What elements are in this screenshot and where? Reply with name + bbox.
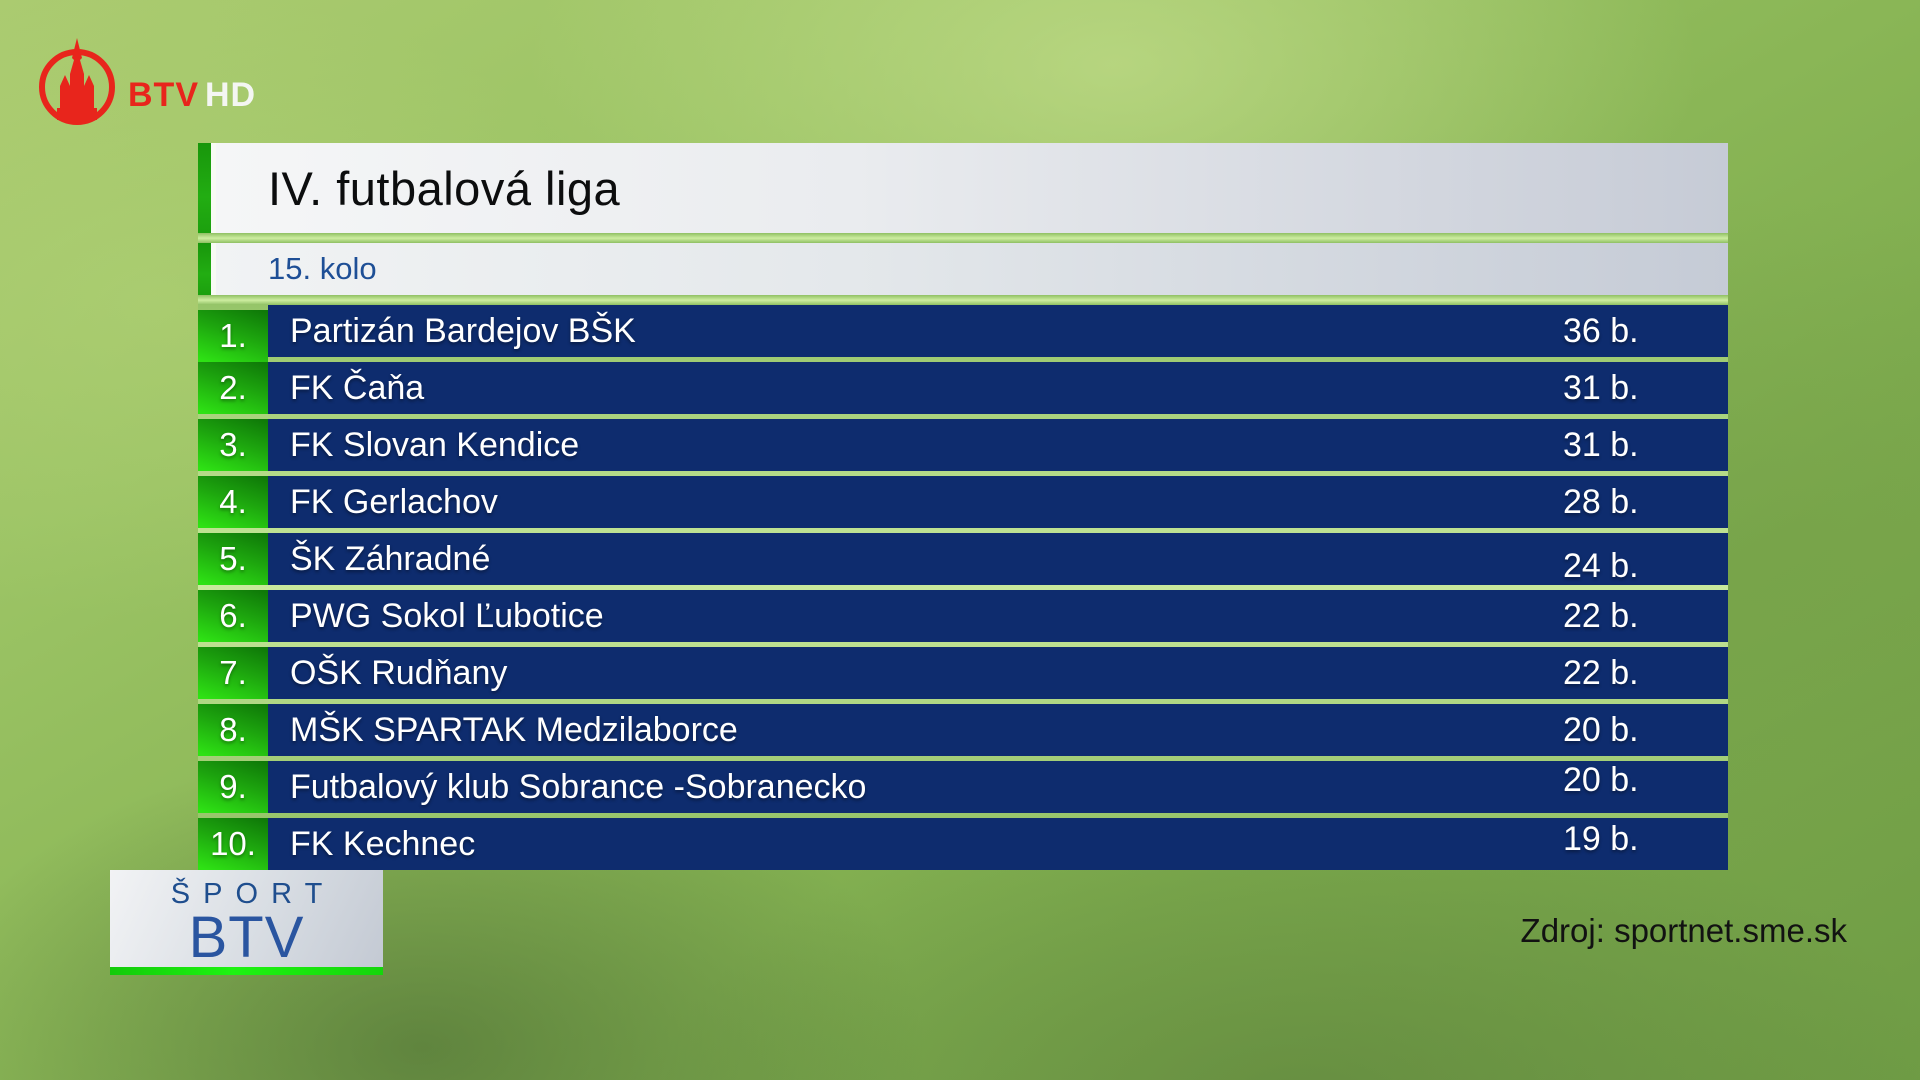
row-cells: MŠK SPARTAK Medzilaborce 20 b. xyxy=(268,704,1728,756)
points-value: 22 b. xyxy=(1563,653,1639,692)
points-value: 36 b. xyxy=(1563,311,1639,350)
points-value: 31 b. xyxy=(1563,368,1639,407)
channel-bug: BTV HD xyxy=(36,36,256,128)
team-name: PWG Sokol Ľubotice xyxy=(290,596,604,635)
row-cells: FK Gerlachov 28 b. xyxy=(268,476,1728,528)
separator-band xyxy=(198,295,1728,305)
rank-badge: 5. xyxy=(198,533,268,585)
standings-row: 6. PWG Sokol Ľubotice 22 b. xyxy=(198,590,1728,642)
standings-table: 1. Partizán Bardejov BŠK 36 b. 2. FK Čaň… xyxy=(198,305,1728,870)
row-cells: PWG Sokol Ľubotice 22 b. xyxy=(268,590,1728,642)
source-credit: Zdroj: sportnet.sme.sk xyxy=(1520,912,1847,949)
points-value: 19 b. xyxy=(1563,819,1639,858)
points-value: 20 b. xyxy=(1563,710,1639,749)
standings-panel: IV. futbalová liga 15. kolo 1. Partizán … xyxy=(198,143,1728,870)
standings-row: 5. ŠK Záhradné 24 b. xyxy=(198,533,1728,585)
points-value: 24 b. xyxy=(1563,546,1639,585)
rank-badge: 7. xyxy=(198,647,268,699)
rank-badge: 9. xyxy=(198,761,268,813)
rank-badge: 8. xyxy=(198,704,268,756)
bardejov-tower-icon xyxy=(39,38,115,125)
rank-badge: 10. xyxy=(198,818,268,870)
rank-badge: 3. xyxy=(198,419,268,471)
rank-badge: 4. xyxy=(198,476,268,528)
team-name: MŠK SPARTAK Medzilaborce xyxy=(290,710,738,749)
row-cells: FK Slovan Kendice 31 b. xyxy=(268,419,1728,471)
team-name: FK Slovan Kendice xyxy=(290,425,580,464)
standings-row: 2. FK Čaňa 31 b. xyxy=(198,362,1728,414)
row-cells: Futbalový klub Sobrance -Sobranecko 20 b… xyxy=(268,761,1728,813)
team-name: ŠK Záhradné xyxy=(290,539,491,578)
round-bar-body: 15. kolo xyxy=(216,243,1728,295)
title-bar: IV. futbalová liga xyxy=(198,143,1728,233)
standings-row: 7. OŠK Rudňany 22 b. xyxy=(198,647,1728,699)
channel-bug-text: BTV HD xyxy=(128,52,256,112)
title-accent-gap xyxy=(211,143,216,233)
green-strip xyxy=(110,967,383,975)
points-value: 22 b. xyxy=(1563,596,1639,635)
row-cells: FK Čaňa 31 b. xyxy=(268,362,1728,414)
rank-badge: 6. xyxy=(198,590,268,642)
standings-row: 4. FK Gerlachov 28 b. xyxy=(198,476,1728,528)
row-cells: FK Kechnec 19 b. xyxy=(268,818,1728,870)
sport-label: ŠPORT xyxy=(170,878,336,910)
row-cells: OŠK Rudňany 22 b. xyxy=(268,647,1728,699)
standings-row: 3. FK Slovan Kendice 31 b. xyxy=(198,419,1728,471)
title-accent-bar xyxy=(198,143,211,233)
team-name: Futbalový klub Sobrance -Sobranecko xyxy=(290,767,867,806)
sport-logo-channel: BTV xyxy=(188,905,305,970)
round-accent-bar xyxy=(198,243,211,295)
team-name: FK Kechnec xyxy=(290,824,476,863)
rank-badge: 2. xyxy=(198,362,268,414)
points-value: 31 b. xyxy=(1563,425,1639,464)
team-name: OŠK Rudňany xyxy=(290,653,508,692)
round-accent-gap xyxy=(211,243,216,295)
rank-badge: 1. xyxy=(198,310,268,362)
round-bar: 15. kolo xyxy=(198,243,1728,295)
row-cells: ŠK Záhradné 24 b. xyxy=(268,533,1728,585)
points-value: 20 b. xyxy=(1563,760,1639,799)
team-name: FK Čaňa xyxy=(290,368,425,407)
standings-row: 1. Partizán Bardejov BŠK 36 b. xyxy=(198,305,1728,362)
page-title: IV. futbalová liga xyxy=(268,161,621,215)
team-name: FK Gerlachov xyxy=(290,482,498,521)
standings-row: 9. Futbalový klub Sobrance -Sobranecko 2… xyxy=(198,761,1728,813)
title-bar-body: IV. futbalová liga xyxy=(216,143,1728,233)
team-name: Partizán Bardejov BŠK xyxy=(290,311,636,350)
channel-bug-name: BTV xyxy=(128,76,199,114)
standings-row: 8. MŠK SPARTAK Medzilaborce 20 b. xyxy=(198,704,1728,756)
round-label: 15. kolo xyxy=(268,251,377,286)
channel-bug-hd: HD xyxy=(205,76,257,114)
row-cells: Partizán Bardejov BŠK 36 b. xyxy=(268,305,1728,357)
points-value: 28 b. xyxy=(1563,482,1639,521)
standings-row: 10. FK Kechnec 19 b. xyxy=(198,818,1728,870)
sport-btv-logo: ŠPORT BTV xyxy=(110,870,383,975)
separator-band xyxy=(198,233,1728,243)
